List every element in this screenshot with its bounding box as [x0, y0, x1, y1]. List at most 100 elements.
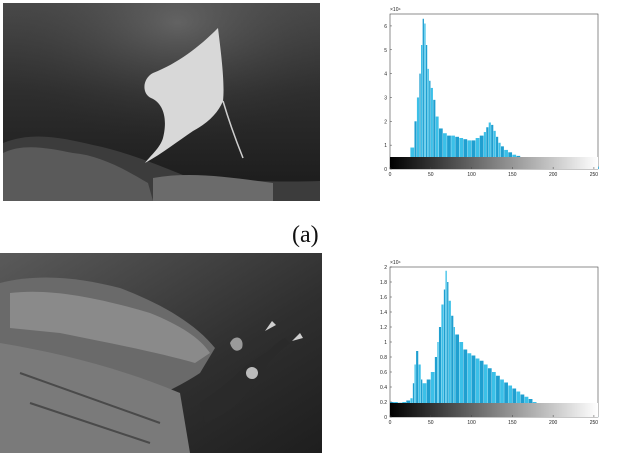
histogram-bar [437, 342, 439, 417]
x-tick-label: 200 [549, 172, 558, 178]
histogram-bar [487, 368, 492, 417]
y-tick-label: 0.6 [380, 370, 387, 376]
histogram-bar [453, 327, 455, 417]
x-tick-label: 0 [389, 420, 392, 426]
histogram-bar [425, 45, 428, 169]
histogram-bar [430, 372, 435, 417]
histogram-bar [447, 135, 451, 169]
histogram-bar [438, 327, 442, 417]
histogram-bar [475, 138, 480, 169]
histogram-bar [434, 357, 438, 417]
histogram-bar [427, 68, 429, 169]
histogram-bar [443, 133, 447, 169]
histogram-bar [475, 358, 480, 417]
histogram-bar [426, 379, 431, 417]
histogram-bar [500, 379, 504, 417]
x-tick-label: 100 [467, 172, 476, 178]
histogram-bar [459, 138, 464, 169]
histogram-bar [448, 300, 451, 417]
histogram-bar [416, 351, 419, 417]
histogram-bar [443, 289, 446, 417]
y-tick-label: 0 [384, 415, 387, 421]
histogram-bar [414, 364, 416, 417]
histogram-bar [488, 122, 491, 169]
histogram-bar [512, 388, 517, 417]
histogram-bar [504, 382, 508, 417]
histogram-bar [598, 166, 599, 169]
histogram-bar [418, 364, 421, 417]
y-tick-label: 0.4 [380, 385, 387, 391]
x-tick-label: 0 [389, 172, 392, 178]
y-tick-label: 1 [384, 143, 387, 149]
histogram-bar [429, 80, 431, 169]
y-scale-label: ×10⁴ [390, 260, 401, 266]
y-tick-label: 0.8 [380, 355, 387, 361]
histogram-bar [419, 73, 421, 169]
y-tick-label: 3 [384, 95, 387, 101]
photo-diver-shipwreck [0, 253, 322, 453]
histogram-bar [451, 315, 454, 417]
histogram-bar [498, 142, 501, 169]
y-tick-label: 1.2 [380, 325, 387, 331]
x-tick-label: 200 [549, 420, 558, 426]
histogram-bar [445, 270, 447, 417]
histogram-bar [438, 128, 443, 169]
panel-label: (a) [292, 222, 319, 248]
histogram-bar [459, 342, 464, 417]
histogram-bar [467, 353, 472, 417]
histogram-bar [491, 124, 494, 169]
x-tick-label: 150 [508, 420, 517, 426]
histogram-bar [479, 360, 484, 417]
histogram-bar [471, 355, 476, 417]
histogram-bar [422, 18, 424, 170]
histogram-bar [483, 132, 486, 169]
grayscale-strip [390, 403, 598, 417]
histogram-bar [496, 136, 499, 169]
manta-ray-shape [144, 28, 224, 163]
histogram-bar [491, 372, 496, 417]
y-tick-label: 1.4 [380, 310, 387, 316]
histogram-bar [414, 121, 417, 169]
histogram-bar [455, 334, 460, 417]
histogram-bar [435, 116, 439, 169]
y-tick-label: 4 [384, 72, 387, 78]
histogram-bar [416, 97, 420, 169]
histogram-a: 0 50 100 150 200 250 0 1 2 3 4 5 6 ×10⁴ [362, 2, 607, 200]
histogram-bar [483, 364, 488, 417]
histogram-bar [508, 385, 513, 417]
histogram-bar [479, 135, 484, 169]
y-tick-label: 0.2 [380, 400, 387, 406]
histogram-bar [451, 135, 455, 169]
diver-shape [200, 338, 290, 423]
histogram-bar [424, 23, 426, 169]
histogram-b: 0 50 100 150 200 250 0 0.2 0.4 0.6 0.8 1 1.2 1.4 1.6 1.… [362, 257, 607, 453]
histogram-bar [496, 375, 500, 417]
histogram-bar [493, 130, 496, 169]
grayscale-strip [390, 157, 598, 169]
histogram-bar [447, 282, 449, 417]
x-tick-label: 50 [428, 420, 434, 426]
histogram-bar [467, 140, 472, 169]
histogram-bar [420, 379, 423, 417]
histogram-bar [471, 140, 476, 169]
histogram-bar [412, 383, 415, 417]
histogram-bar [455, 136, 460, 169]
x-tick-label: 150 [508, 172, 517, 178]
y-scale-label: ×10⁴ [390, 7, 401, 13]
histogram-bar [463, 349, 468, 417]
x-tick-label: 50 [428, 172, 434, 178]
y-tick-label: 6 [384, 24, 387, 30]
histogram-bar [441, 304, 444, 417]
x-tick-label: 250 [590, 420, 599, 426]
histogram-bar [422, 383, 427, 417]
y-tick-label: 1.8 [380, 280, 387, 286]
y-tick-label: 1 [384, 340, 387, 346]
y-tick-label: 2 [384, 119, 387, 125]
histogram-bar [430, 87, 433, 169]
histogram-bar [463, 139, 468, 169]
histogram-bar [486, 127, 489, 169]
histogram-bar [420, 45, 423, 169]
photo-manta-ray [3, 3, 320, 201]
y-tick-label: 5 [384, 48, 387, 54]
y-tick-label: 2 [384, 265, 387, 271]
